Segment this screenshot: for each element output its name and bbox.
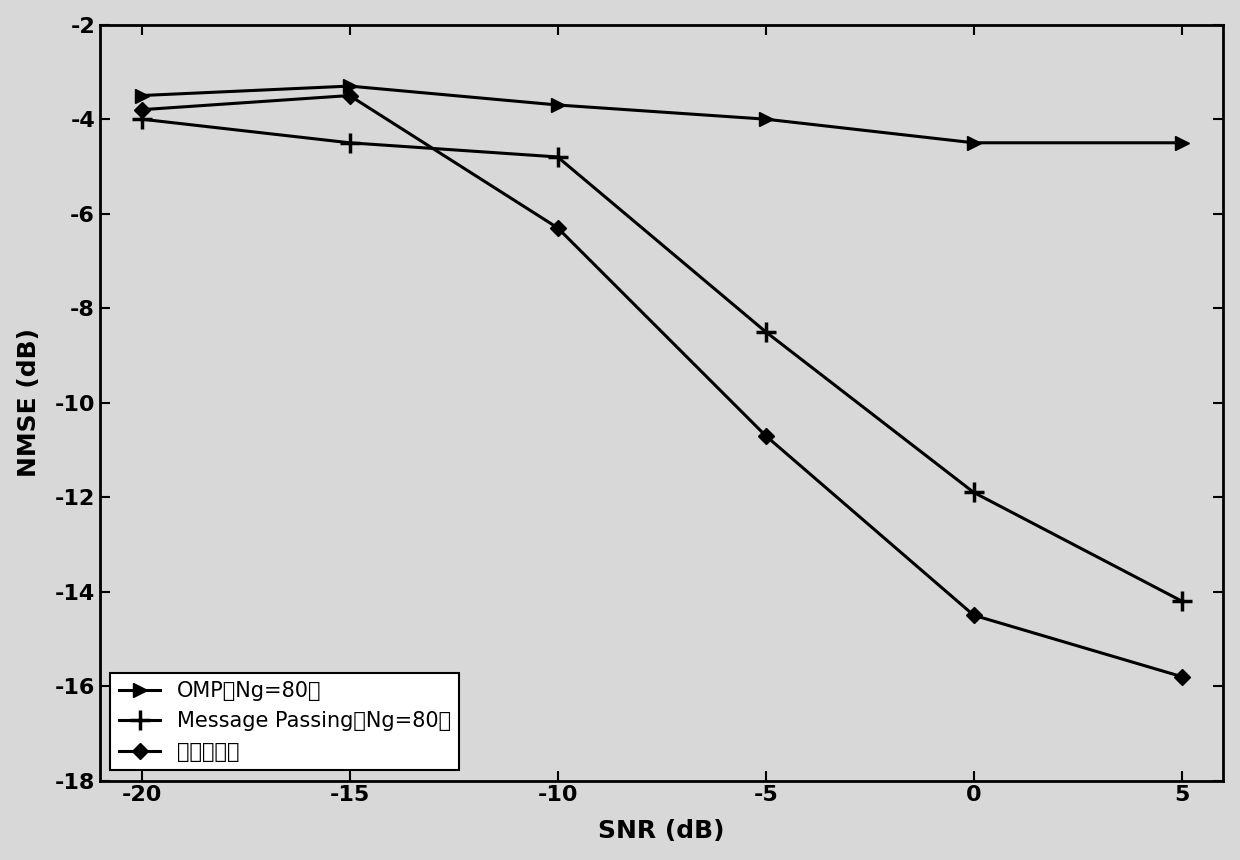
Line: OMP（Ng=80）: OMP（Ng=80） xyxy=(135,79,1189,150)
Line: Message Passing（Ng=80）: Message Passing（Ng=80） xyxy=(131,109,1192,611)
本发明方法 xyxy=(1174,672,1189,682)
Message Passing（Ng=80） xyxy=(342,138,357,148)
本发明方法 xyxy=(966,610,981,620)
本发明方法 xyxy=(758,431,773,441)
Message Passing（Ng=80） xyxy=(551,152,565,163)
OMP（Ng=80） xyxy=(1174,138,1189,148)
Message Passing（Ng=80） xyxy=(1174,596,1189,606)
OMP（Ng=80） xyxy=(758,114,773,125)
Legend: OMP（Ng=80）, Message Passing（Ng=80）, 本发明方法: OMP（Ng=80）, Message Passing（Ng=80）, 本发明方… xyxy=(110,673,460,771)
本发明方法 xyxy=(134,105,149,115)
OMP（Ng=80） xyxy=(342,81,357,91)
本发明方法 xyxy=(342,90,357,101)
OMP（Ng=80） xyxy=(551,100,565,110)
Line: 本发明方法: 本发明方法 xyxy=(136,90,1187,682)
Message Passing（Ng=80） xyxy=(966,488,981,498)
本发明方法 xyxy=(551,223,565,233)
Message Passing（Ng=80） xyxy=(134,114,149,125)
OMP（Ng=80） xyxy=(966,138,981,148)
Y-axis label: NMSE (dB): NMSE (dB) xyxy=(16,329,41,477)
Message Passing（Ng=80） xyxy=(758,327,773,337)
OMP（Ng=80） xyxy=(134,90,149,101)
X-axis label: SNR (dB): SNR (dB) xyxy=(599,820,725,844)
